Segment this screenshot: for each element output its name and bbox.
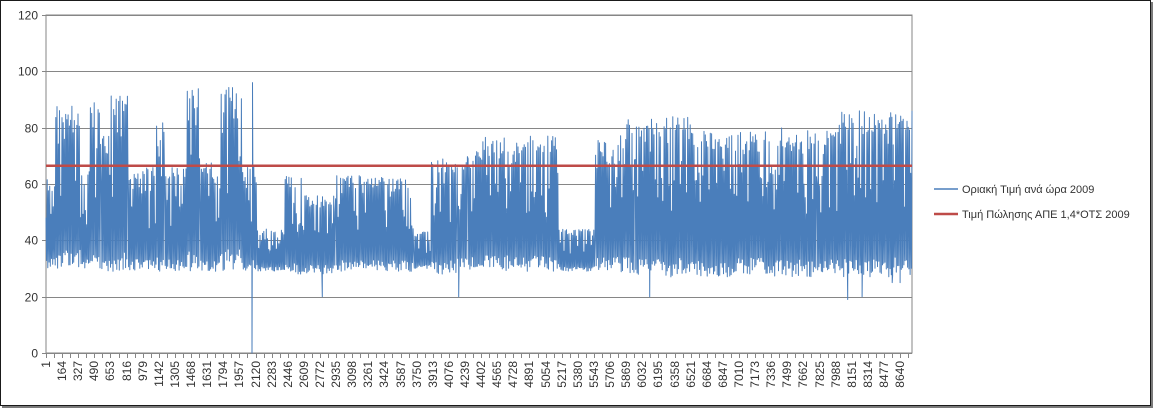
x-tick-label: 5054 [539, 361, 553, 388]
x-tick-label: 7336 [764, 361, 778, 388]
x-tick-label: 2935 [329, 361, 343, 388]
x-tick-label: 979 [136, 361, 150, 381]
x-tick-label: 816 [120, 361, 134, 381]
series-layer [45, 82, 913, 354]
x-tick-label: 6032 [635, 361, 649, 388]
x-tick-label: 8477 [877, 361, 891, 388]
x-tick-label: 6847 [716, 361, 730, 388]
y-tick-label: 0 [31, 347, 38, 361]
x-tick-label: 3424 [377, 361, 391, 388]
y-tick-label: 100 [18, 65, 38, 79]
x-tick-label: 2446 [281, 361, 295, 388]
x-tick-label: 6684 [700, 361, 714, 388]
x-tick-label: 6521 [684, 361, 698, 388]
x-tick-label: 4891 [522, 361, 536, 388]
x-tick-label: 7825 [813, 361, 827, 388]
y-tick-label: 120 [18, 9, 38, 23]
x-tick-label: 2772 [313, 361, 327, 388]
x-tick-label: 4728 [506, 361, 520, 388]
y-tick-label: 40 [25, 234, 39, 248]
x-tick-label: 5217 [555, 361, 569, 388]
x-tick-label: 7662 [796, 361, 810, 388]
x-tick-label: 5543 [587, 361, 601, 388]
x-tick-label: 327 [71, 361, 85, 381]
x-tick-label: 7988 [829, 361, 843, 388]
x-tick-label: 8640 [893, 361, 907, 388]
x-tick-label: 3750 [410, 361, 424, 388]
x-tick-label: 3261 [361, 361, 375, 388]
x-tick-label: 164 [55, 361, 69, 381]
x-tick-label: 6358 [668, 361, 682, 388]
legend-label-series-1: Οριακή Τιμή ανά ώρα 2009 [962, 184, 1094, 196]
x-tick-label: 1142 [152, 361, 166, 387]
legend-label-series-2: Τιμή Πώλησης ΑΠΕ 1,4*ΟΤΣ 2009 [962, 209, 1130, 221]
x-tick-label: 2283 [265, 361, 279, 388]
x-tick-label: 2609 [297, 361, 311, 388]
x-tick-label: 5869 [619, 361, 633, 388]
x-tick-label: 1468 [184, 361, 198, 388]
x-tick-label: 3587 [394, 361, 408, 388]
x-tick-label: 1 [39, 361, 53, 368]
x-tick-label: 1794 [216, 361, 230, 388]
x-tick-label: 1305 [168, 361, 182, 388]
x-axis: 1 164 327 490 653 816 979 1142 1305 1468 1631 1794 1… [39, 353, 912, 388]
x-tick-label: 3913 [426, 361, 440, 388]
y-tick-label: 60 [25, 178, 39, 192]
x-tick-label: 8314 [861, 361, 875, 388]
x-tick-label: 2120 [249, 361, 263, 388]
x-tick-label: 7173 [748, 361, 762, 388]
x-tick-label: 490 [87, 361, 101, 381]
series-1-line [45, 82, 913, 354]
x-tick-label: 1631 [200, 361, 214, 388]
x-tick-label: 7499 [780, 361, 794, 388]
x-tick-label: 7010 [732, 361, 746, 388]
x-tick-label: 4565 [490, 361, 504, 388]
x-tick-label: 5380 [571, 361, 585, 388]
y-tick-label: 80 [25, 122, 39, 136]
x-tick-label: 4076 [442, 361, 456, 388]
x-tick-label: 6195 [651, 361, 665, 388]
y-axis: 0 20 40 60 80 100 120 [18, 9, 46, 361]
legend: Οριακή Τιμή ανά ώρα 2009 Τιμή Πώλησης ΑΠ… [934, 184, 1130, 221]
x-tick-label: 1957 [232, 361, 246, 388]
x-tick-label: 5706 [603, 361, 617, 388]
x-tick-label: 3098 [345, 361, 359, 388]
y-tick-label: 20 [25, 291, 39, 305]
x-tick-label: 4239 [458, 361, 472, 388]
x-tick-label: 4402 [474, 361, 488, 388]
x-tick-label: 653 [103, 361, 117, 381]
x-tick-label: 8151 [845, 361, 859, 388]
